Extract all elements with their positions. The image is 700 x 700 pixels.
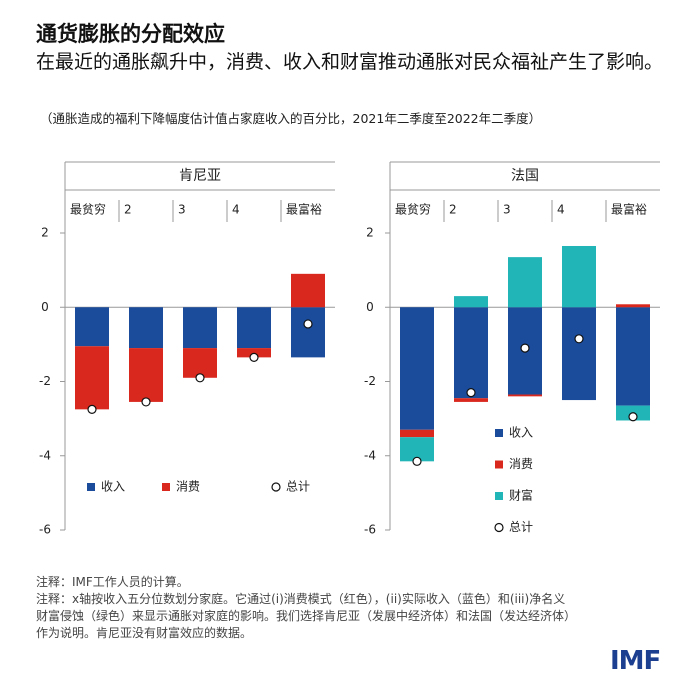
bar-segment xyxy=(291,307,325,358)
total-marker xyxy=(195,373,205,383)
x-tick-label: 4 xyxy=(557,203,565,217)
bar-segment xyxy=(616,307,650,406)
legend-label: 总计 xyxy=(509,520,533,534)
legend-marker xyxy=(271,482,281,492)
y-tick-label: -2 xyxy=(364,374,376,388)
total-marker xyxy=(466,388,476,398)
x-tick-label: 2 xyxy=(449,203,457,217)
total-marker xyxy=(412,456,422,466)
bar-segment xyxy=(129,307,163,349)
y-tick-label: 2 xyxy=(41,226,49,240)
panel-title: 肯尼亚 xyxy=(179,168,221,184)
y-tick-label: -4 xyxy=(364,448,376,462)
x-tick-label: 最富裕 xyxy=(286,202,322,217)
bar-segment xyxy=(400,307,434,430)
y-tick-label: -6 xyxy=(39,523,51,537)
bar-segment xyxy=(562,245,596,308)
legend-swatch xyxy=(495,460,503,469)
bar-segment xyxy=(400,429,434,438)
bar-segment xyxy=(183,307,217,349)
y-tick-label: -2 xyxy=(39,374,51,388)
bar-segment xyxy=(291,273,325,308)
x-tick-label: 最贫穷 xyxy=(70,202,106,217)
y-tick-label: -4 xyxy=(39,448,51,462)
x-tick-label: 3 xyxy=(178,203,186,217)
legend-swatch xyxy=(495,492,503,500)
footnote: 注释：IMF工作人员的计算。 xyxy=(36,575,189,589)
bar-segment xyxy=(237,307,271,349)
bar-segment xyxy=(454,398,488,402)
total-marker xyxy=(520,343,530,353)
bar-segment xyxy=(454,296,488,308)
bar-segment xyxy=(129,348,163,402)
x-tick-label: 2 xyxy=(124,203,132,217)
bar-segment xyxy=(454,307,488,399)
bar-segment xyxy=(562,307,596,401)
total-marker xyxy=(574,334,584,344)
legend-swatch xyxy=(495,429,503,437)
x-tick-label: 4 xyxy=(232,203,240,217)
legend-label: 消费 xyxy=(509,457,533,471)
legend-label: 收入 xyxy=(509,426,533,440)
y-tick-label: 2 xyxy=(366,226,374,240)
total-marker xyxy=(303,319,313,329)
total-marker xyxy=(87,404,97,414)
legend-label: 总计 xyxy=(286,480,310,494)
total-marker xyxy=(628,412,638,422)
legend-label: 财富 xyxy=(509,488,533,503)
title: 通货膨胀的分配效应 xyxy=(36,22,225,46)
bar-segment xyxy=(183,348,217,378)
x-tick-label: 3 xyxy=(503,203,511,217)
legend-label: 消费 xyxy=(176,480,200,494)
bar-segment xyxy=(75,346,109,410)
y-tick-label: -6 xyxy=(364,523,376,537)
x-tick-label: 最贫穷 xyxy=(395,202,431,217)
bar-segment xyxy=(616,304,650,308)
y-tick-label: 0 xyxy=(366,300,374,314)
total-marker xyxy=(141,397,151,407)
panel-title: 法国 xyxy=(511,168,539,184)
y-tick-label: 0 xyxy=(41,300,49,314)
x-tick-label: 最富裕 xyxy=(611,202,647,217)
footnotes: 注释：IMF工作人员的计算。 注释：x轴按收入五分位数划分家庭。它通过(i)消费… xyxy=(36,574,576,642)
legend-swatch xyxy=(87,483,95,491)
bar-segment xyxy=(508,394,542,397)
legend-label: 收入 xyxy=(101,480,125,494)
note: （通胀造成的福利下降幅度估计值占家庭收入的百分比，2021年二季度至2022年二… xyxy=(40,111,542,126)
subtitle: 在最近的通胀飙升中，消费、收入和财富推动通胀对民众福祉产生了影响。 xyxy=(36,51,664,73)
total-marker xyxy=(249,352,259,362)
legend-marker xyxy=(494,522,504,533)
footnote: 注释：x轴按收入五分位数划分家庭。它通过(i)消费模式（红色），(ii)实际收入… xyxy=(36,592,577,640)
bar-segment xyxy=(237,348,271,358)
logo: IMF xyxy=(610,646,661,676)
bar-segment xyxy=(75,307,109,347)
legend-swatch xyxy=(162,483,170,491)
bar-segment xyxy=(508,257,542,308)
